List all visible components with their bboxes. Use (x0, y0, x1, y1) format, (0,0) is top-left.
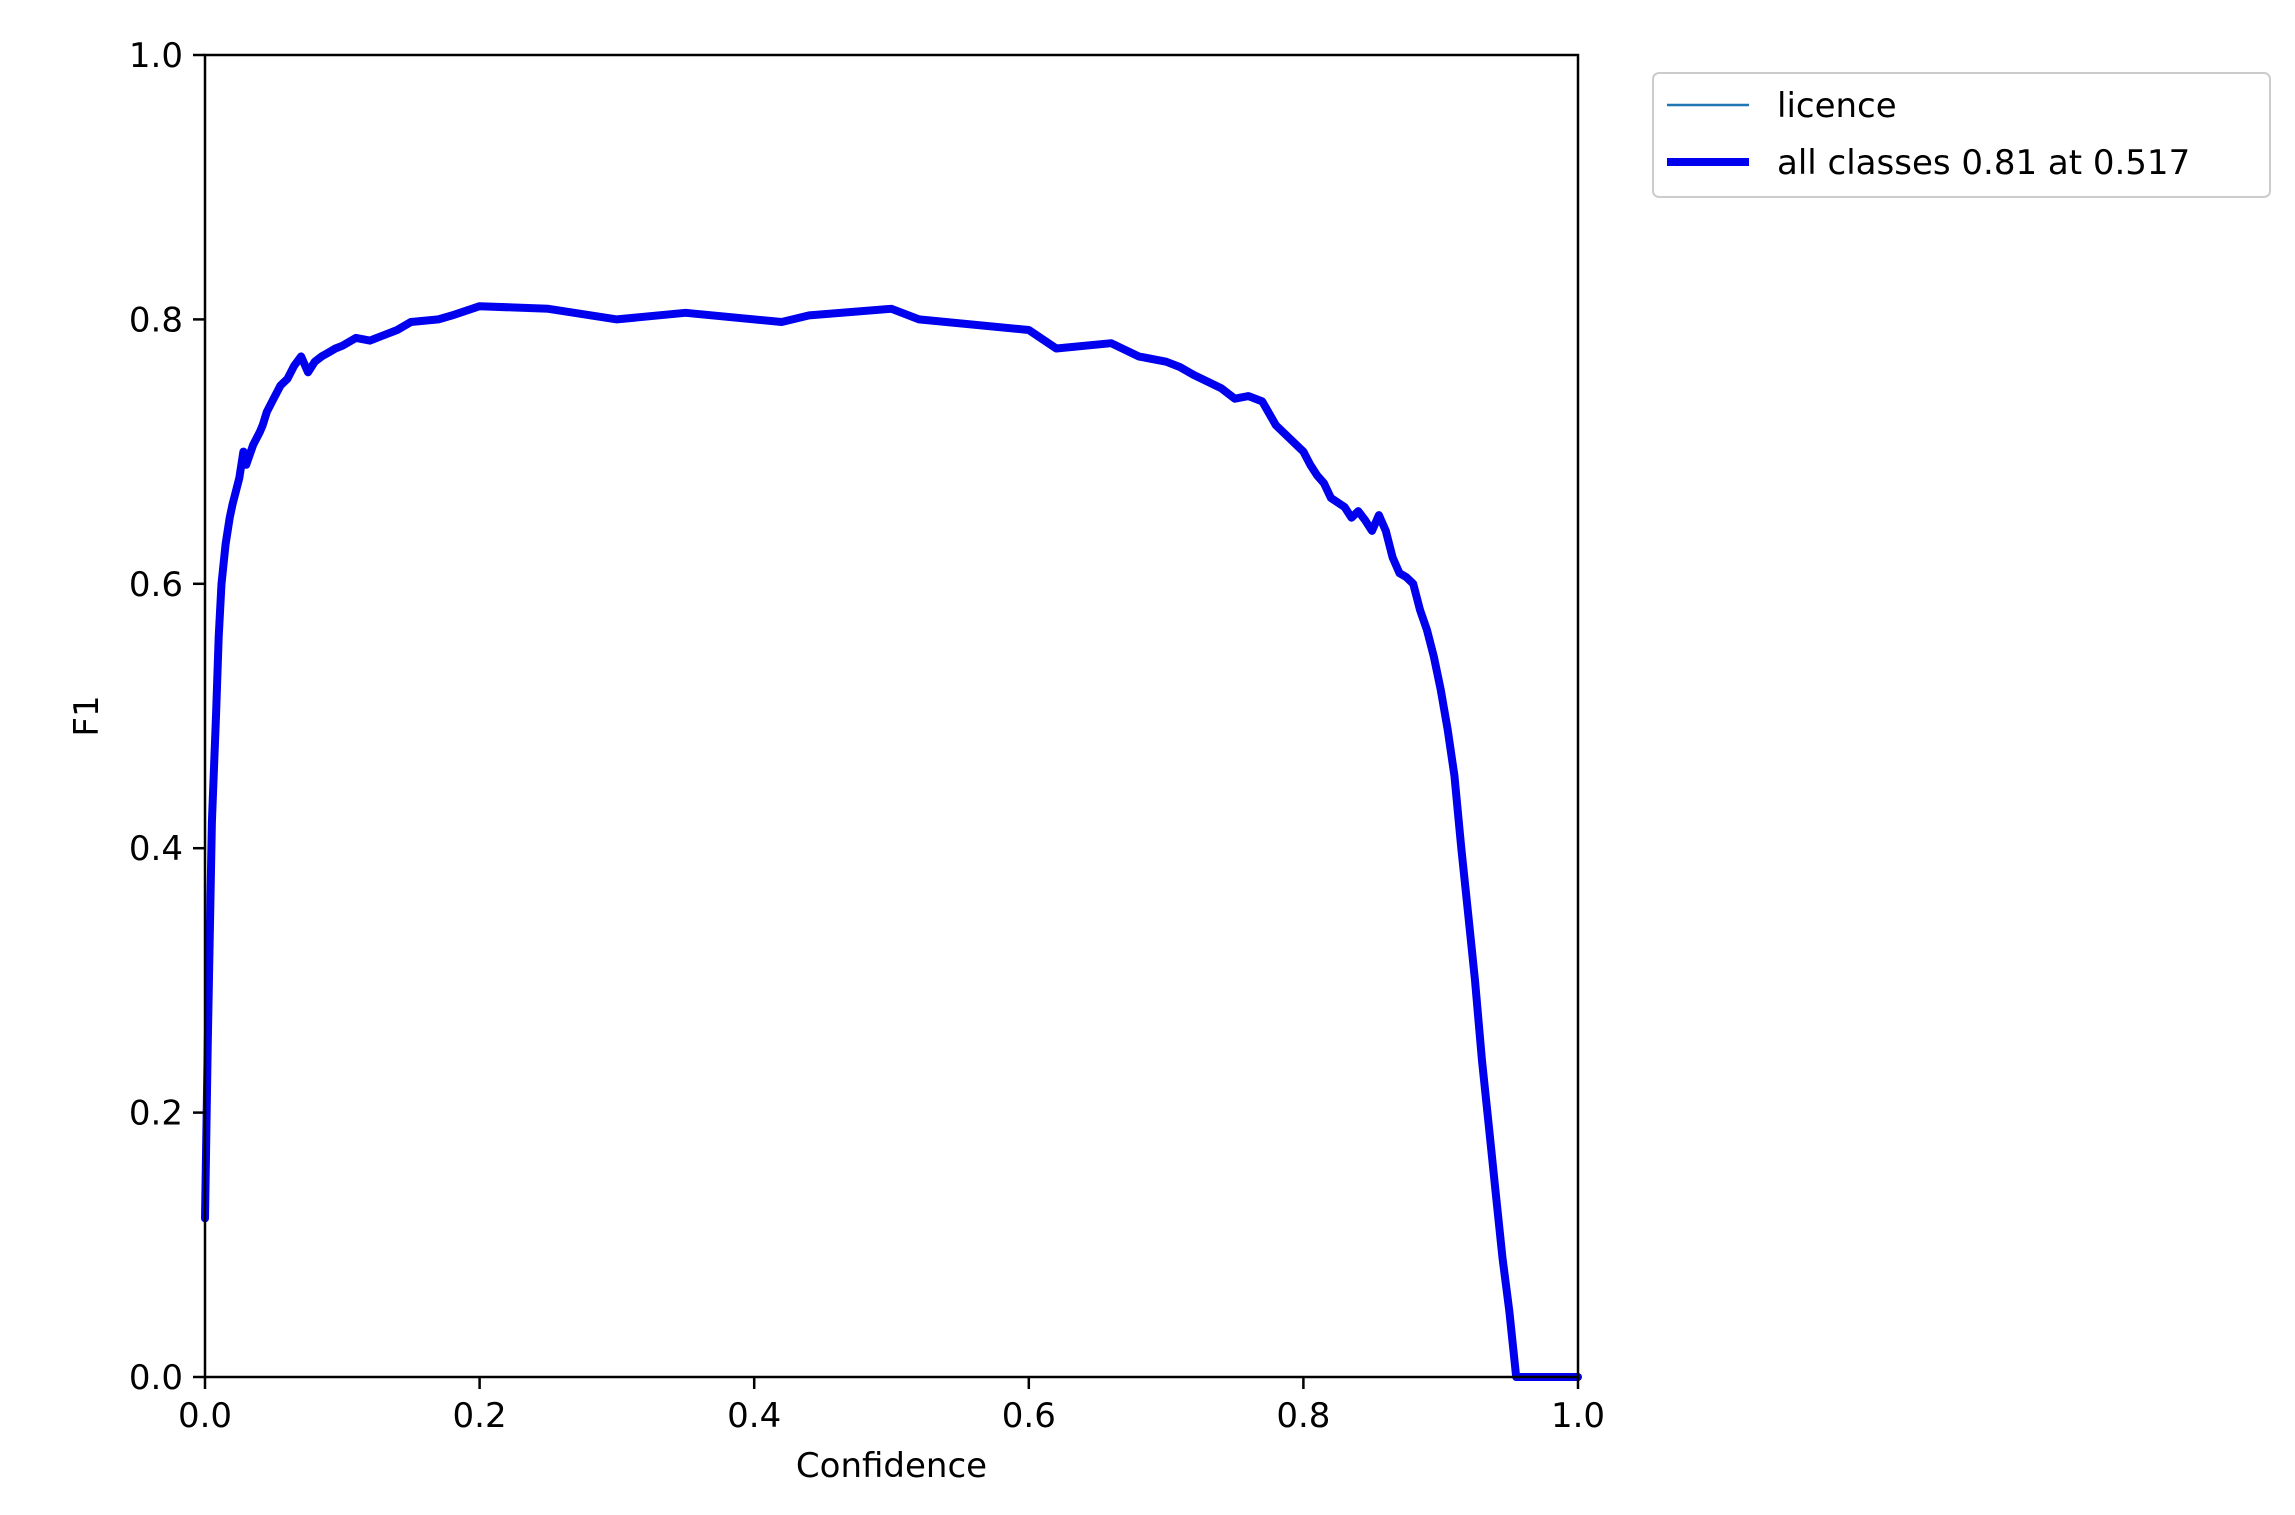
y-tick-label: 1.0 (129, 36, 183, 76)
x-tick-label: 0.2 (453, 1396, 507, 1436)
y-tick-label: 0.4 (129, 829, 183, 869)
x-axis: 0.0 0.2 0.4 0.6 0.8 1.0 (178, 1377, 1605, 1436)
x-tick-label: 1.0 (1551, 1396, 1605, 1436)
x-axis-label: Confidence (796, 1446, 987, 1486)
x-tick-label: 0.8 (1276, 1396, 1330, 1436)
plot-area (201, 53, 1582, 1381)
legend-label-all-classes: all classes 0.81 at 0.517 (1777, 143, 2190, 183)
y-tick-label: 0.2 (129, 1094, 183, 1134)
legend-box (1652, 72, 2271, 198)
y-axis-label: F1 (67, 695, 107, 736)
plot-frame (203, 53, 1580, 1379)
series-line-all-classes (201, 302, 1582, 1381)
y-tick-label: 0.0 (129, 1358, 183, 1398)
x-tick-label: 0.6 (1002, 1396, 1056, 1436)
legend-label-licence: licence (1777, 86, 1897, 126)
x-tick-label: 0.0 (178, 1396, 232, 1436)
y-axis: 0.0 0.2 0.4 0.6 0.8 1.0 (129, 36, 205, 1398)
x-tick-label: 0.4 (727, 1396, 781, 1436)
y-tick-label: 0.6 (129, 565, 183, 605)
y-tick-label: 0.8 (129, 300, 183, 340)
legend: licence all classes 0.81 at 0.517 (1652, 72, 2271, 198)
series-layer (201, 302, 1582, 1381)
